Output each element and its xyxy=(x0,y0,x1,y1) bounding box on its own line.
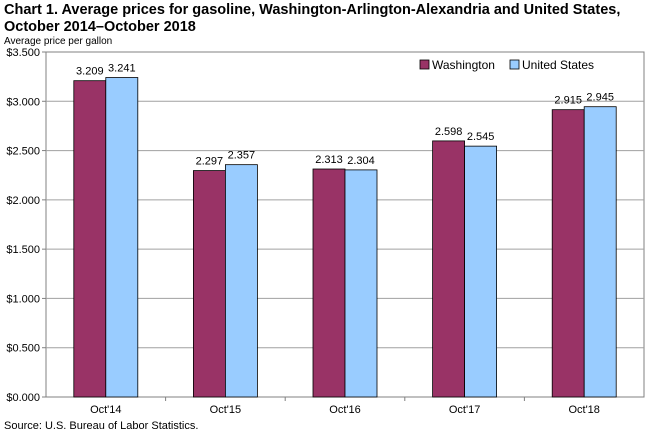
legend-swatch xyxy=(419,59,430,70)
y-tick-label: $0.000 xyxy=(6,392,40,404)
bar-washington xyxy=(551,109,585,398)
bar-united-states xyxy=(583,106,617,398)
data-label: 2.945 xyxy=(586,92,614,104)
x-tick-label: Oct'16 xyxy=(329,404,360,416)
data-label: 2.313 xyxy=(315,154,343,166)
legend-label: Washington xyxy=(432,58,495,72)
data-label: 2.915 xyxy=(554,95,582,107)
data-label: 2.304 xyxy=(347,155,375,167)
x-tick-label: Oct'17 xyxy=(449,404,480,416)
bar-united-states xyxy=(464,145,498,398)
chart-title-line-1: Chart 1. Average prices for gasoline, Wa… xyxy=(4,2,621,18)
data-label: 3.241 xyxy=(108,63,136,75)
source-note: Source: U.S. Bureau of Labor Statistics. xyxy=(4,420,199,432)
legend-swatch xyxy=(509,59,520,70)
bar-washington xyxy=(432,140,466,398)
data-label: 2.297 xyxy=(196,156,224,168)
data-label: 2.598 xyxy=(435,126,463,138)
data-label: 2.357 xyxy=(228,150,256,162)
bar-united-states xyxy=(224,164,258,398)
x-tick-label: Oct'15 xyxy=(210,404,241,416)
y-tick-label: $1.500 xyxy=(6,244,40,256)
y-tick-label: $1.000 xyxy=(6,293,40,305)
bar-united-states xyxy=(105,77,139,398)
y-tick-label: $3.500 xyxy=(6,47,40,59)
y-tick-label: $2.500 xyxy=(6,146,40,158)
data-label: 2.545 xyxy=(467,131,495,143)
chart-title: Chart 1. Average prices for gasoline, Wa… xyxy=(4,2,644,36)
bar-washington xyxy=(73,80,107,398)
x-tick-label: Oct'14 xyxy=(90,404,121,416)
y-tick-label: $3.000 xyxy=(6,96,40,108)
bar-washington xyxy=(312,168,346,398)
y-axis-label: Average price per gallon xyxy=(4,36,113,47)
data-label: 3.209 xyxy=(76,66,104,78)
y-tick-label: $0.500 xyxy=(6,343,40,355)
bar-washington xyxy=(192,170,226,398)
legend-label: United States xyxy=(522,58,594,72)
chart-title-line-2: October 2014–October 2018 xyxy=(4,19,196,35)
x-tick-label: Oct'18 xyxy=(568,404,599,416)
bar-united-states xyxy=(344,169,378,398)
y-tick-label: $2.000 xyxy=(6,195,40,207)
